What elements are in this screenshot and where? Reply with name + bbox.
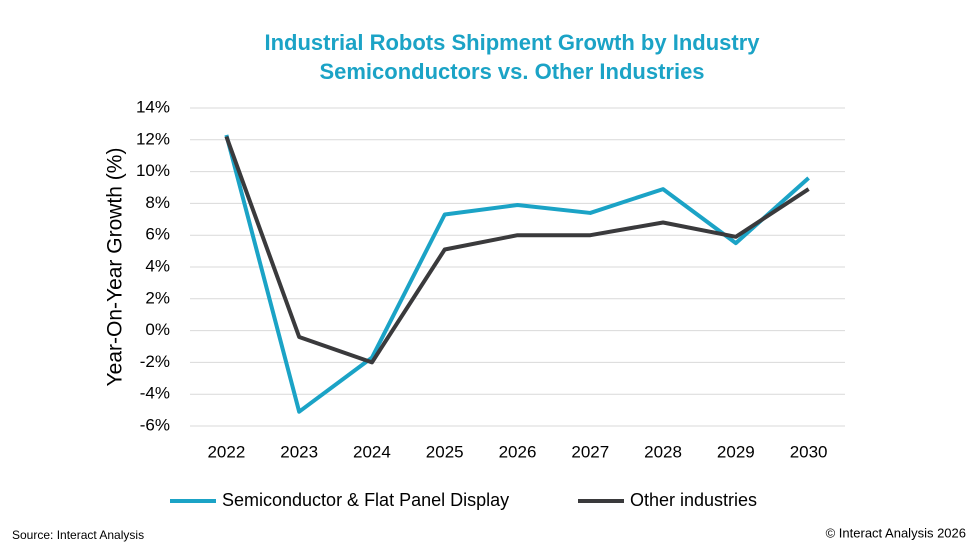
x-tick-label: 2023 bbox=[280, 442, 318, 461]
y-tick-label: 10% bbox=[136, 161, 170, 180]
legend-label: Semiconductor & Flat Panel Display bbox=[222, 490, 509, 510]
x-tick-label: 2025 bbox=[426, 442, 464, 461]
y-tick-label: -4% bbox=[140, 384, 170, 403]
y-tick-label: 0% bbox=[145, 320, 170, 339]
y-tick-label: -2% bbox=[140, 352, 170, 371]
y-tick-label: -6% bbox=[140, 415, 170, 434]
series-line bbox=[224, 134, 810, 414]
y-tick-label: 12% bbox=[136, 129, 170, 148]
chart-title: Industrial Robots Shipment Growth by Ind… bbox=[264, 30, 760, 55]
y-axis-label: Year-On-Year Growth (%) bbox=[104, 148, 127, 387]
x-tick-label: 2028 bbox=[644, 442, 682, 461]
y-tick-label: 6% bbox=[145, 225, 170, 244]
chart-subtitle: Semiconductors vs. Other Industries bbox=[319, 59, 704, 84]
source: Source: Interact Analysis bbox=[12, 528, 144, 542]
y-tick-label: 14% bbox=[136, 97, 170, 116]
y-tick-label: 2% bbox=[145, 288, 170, 307]
y-tick-label: 4% bbox=[145, 256, 170, 275]
x-tick-label: 2026 bbox=[499, 442, 537, 461]
credit: © Interact Analysis 2026 bbox=[826, 525, 966, 540]
x-tick-label: 2024 bbox=[353, 442, 391, 461]
y-tick-label: 8% bbox=[145, 193, 170, 212]
x-tick-label: 2029 bbox=[717, 442, 755, 461]
x-tick-label: 2027 bbox=[571, 442, 609, 461]
series-line bbox=[224, 135, 810, 365]
x-tick-label: 2030 bbox=[790, 442, 828, 461]
legend-label: Other industries bbox=[630, 490, 757, 510]
x-tick-label: 2022 bbox=[207, 442, 245, 461]
